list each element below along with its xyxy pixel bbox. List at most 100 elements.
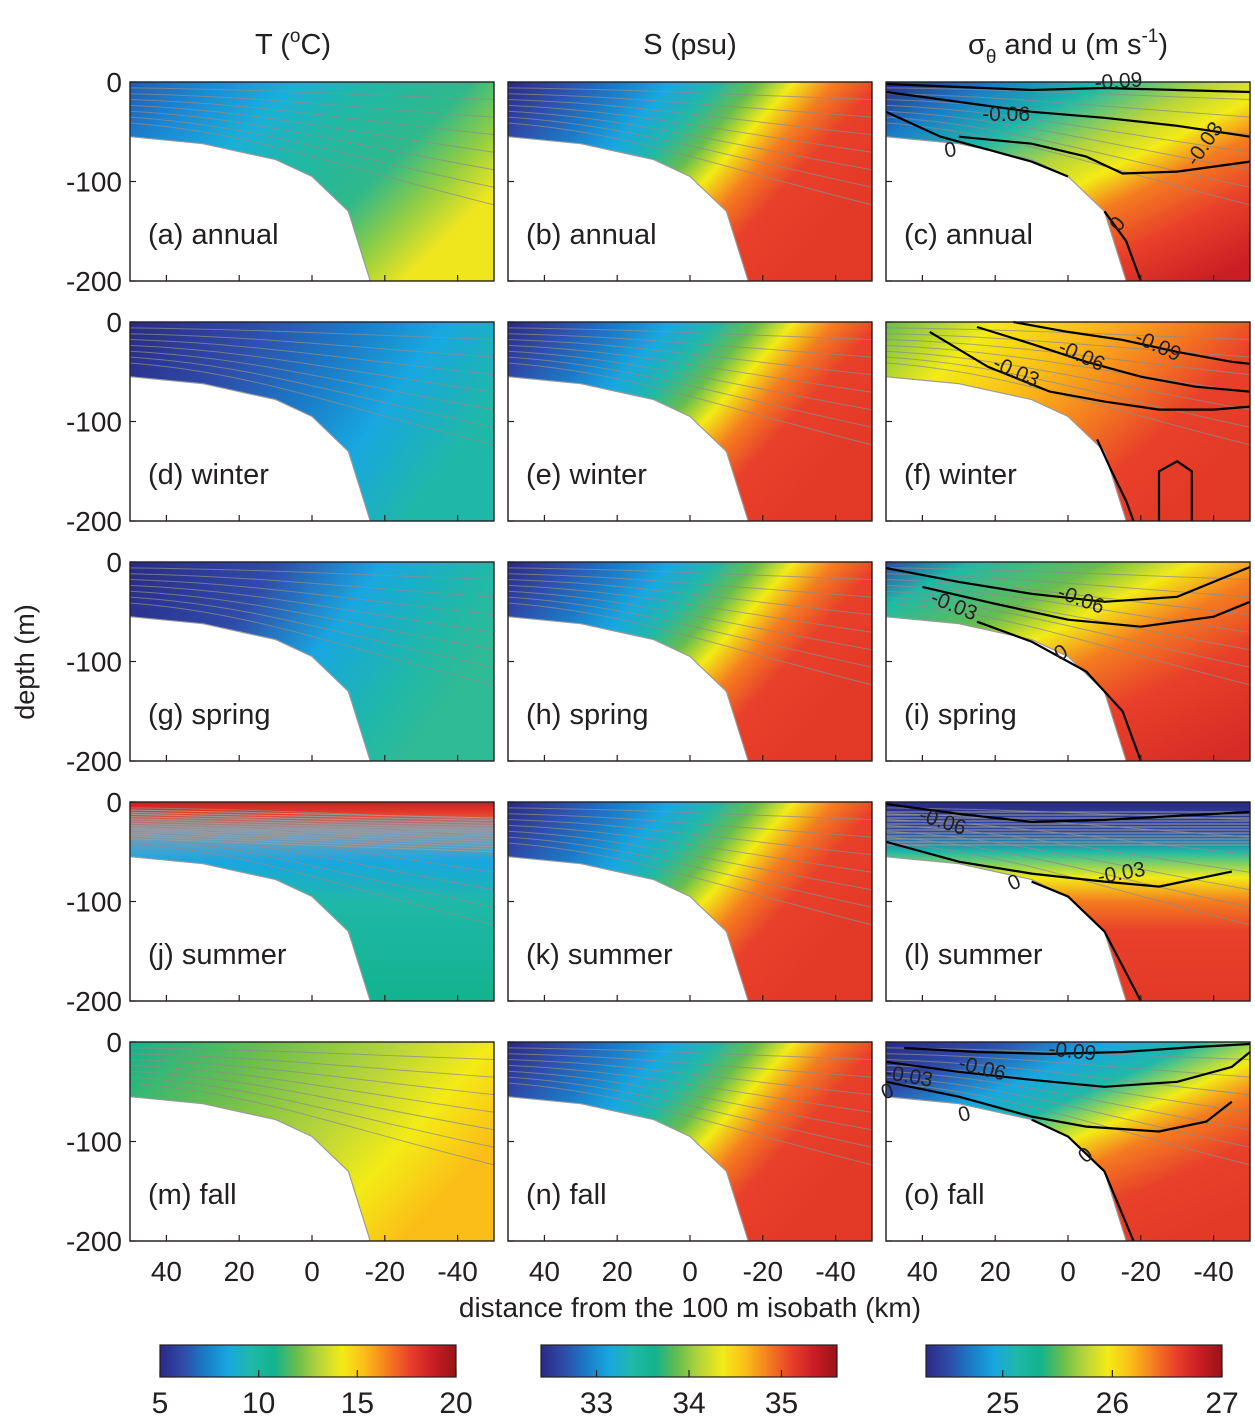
x-tick-label: 20 xyxy=(224,1256,255,1287)
x-tick-label: 40 xyxy=(529,1256,560,1287)
isoline xyxy=(507,824,873,873)
panel-h: (h) spring xyxy=(507,561,873,762)
colorbar-T: 5 10 15 20 xyxy=(152,1344,473,1419)
panel-label: (a) annual xyxy=(148,219,279,251)
u-contour xyxy=(976,620,1142,762)
isoline xyxy=(129,339,495,376)
x-tick-label: -20 xyxy=(1121,1256,1161,1287)
panel-i: -0.06-0.030(i) spring xyxy=(885,561,1251,762)
colorbar-ramp xyxy=(925,1344,1223,1378)
panel-g: (g) spring 0 -100 -200 xyxy=(66,547,495,777)
isoline xyxy=(129,567,495,581)
isoline xyxy=(129,807,495,821)
isoline xyxy=(129,573,495,598)
isoline xyxy=(507,1053,873,1078)
isoline xyxy=(129,822,495,835)
isoline xyxy=(885,1076,1251,1148)
isoline xyxy=(507,350,873,411)
panel-label: (e) winter xyxy=(526,459,647,491)
isoline xyxy=(507,830,873,891)
u-contour xyxy=(1103,210,1142,282)
isoline xyxy=(885,104,1251,153)
isoline xyxy=(507,333,873,358)
isoline xyxy=(507,579,873,616)
u-contour xyxy=(1096,438,1135,522)
y-tick-label: -200 xyxy=(66,506,122,537)
panel-a: (a) annual 0 -100 -200 xyxy=(66,67,495,297)
isoline xyxy=(129,596,495,668)
isoline xyxy=(129,93,495,118)
isoline xyxy=(885,356,1251,428)
isoline xyxy=(507,1076,873,1148)
u-contour xyxy=(885,1080,1233,1133)
u-contour xyxy=(885,802,1251,824)
isoline xyxy=(129,820,495,832)
x-tick-label: 20 xyxy=(602,1256,633,1287)
isoline xyxy=(129,1082,495,1166)
isoline xyxy=(507,344,873,393)
isoline xyxy=(507,93,873,118)
panel-label: (d) winter xyxy=(148,459,269,491)
u-contour-label: 0 xyxy=(956,1102,973,1127)
isoline xyxy=(129,110,495,171)
x-tick-label: -40 xyxy=(437,1256,477,1287)
column-title-3: σθ and u (m s-1) xyxy=(968,26,1168,68)
isoline xyxy=(507,807,873,821)
isoline xyxy=(129,602,495,686)
isoline xyxy=(129,116,495,188)
isoline xyxy=(507,362,873,446)
u-contour xyxy=(1031,1118,1135,1242)
isoline xyxy=(129,1070,495,1131)
isoline xyxy=(129,1064,495,1113)
y-tick-label: -200 xyxy=(66,986,122,1017)
u-contour-label: 0 xyxy=(943,138,959,163)
isoline xyxy=(885,87,1251,101)
y-tick-label: 0 xyxy=(106,67,122,98)
isoline xyxy=(129,824,495,837)
isoline xyxy=(885,1059,1251,1096)
isoline xyxy=(885,842,1251,926)
panel-label: (g) spring xyxy=(148,699,271,731)
panel-label: (k) summer xyxy=(526,939,673,971)
isoline xyxy=(885,327,1251,341)
colorbar-tick-label: 25 xyxy=(986,1387,1019,1419)
isoline xyxy=(129,122,495,206)
isoline xyxy=(129,809,495,819)
x-tick-label: -20 xyxy=(743,1256,783,1287)
isoline xyxy=(129,362,495,446)
isoline xyxy=(885,1082,1251,1166)
panel-label: (f) winter xyxy=(904,459,1017,491)
colorbar-tick-label: 35 xyxy=(765,1387,798,1419)
panel-b: (b) annual xyxy=(507,81,873,282)
isoline xyxy=(129,1076,495,1148)
isoline xyxy=(885,1053,1251,1078)
isoline xyxy=(507,1082,873,1166)
panel-m: (m) fall 0 -100 -200 xyxy=(66,1027,495,1257)
colorbar-tick-label: 20 xyxy=(439,1387,472,1419)
isoline xyxy=(129,811,495,822)
panel-label: (m) fall xyxy=(148,1179,237,1211)
colorbar-ramp xyxy=(159,1344,457,1378)
u-contour xyxy=(885,565,1251,603)
u-contour xyxy=(1013,320,1251,365)
isoline xyxy=(129,350,495,411)
panel-label: (i) spring xyxy=(904,699,1017,731)
isoline xyxy=(129,827,495,840)
panel-label: (b) annual xyxy=(526,219,657,251)
u-contour xyxy=(1031,880,1142,1002)
isoline xyxy=(129,833,495,848)
isoline xyxy=(507,1059,873,1096)
colorbar-tick-label: 5 xyxy=(152,1387,169,1419)
isoline xyxy=(507,842,873,926)
isoline xyxy=(129,835,495,850)
isoline xyxy=(885,567,1251,581)
colorbar-sigma_theta: 25 26 27 xyxy=(925,1344,1239,1419)
y-tick-label: -200 xyxy=(66,746,122,777)
isoline xyxy=(129,819,495,856)
isoline xyxy=(507,327,873,341)
x-tick-label: -20 xyxy=(365,1256,405,1287)
y-tick-label: -100 xyxy=(66,167,122,198)
x-axis-label: distance from the 100 m isobath (km) xyxy=(459,1292,921,1323)
